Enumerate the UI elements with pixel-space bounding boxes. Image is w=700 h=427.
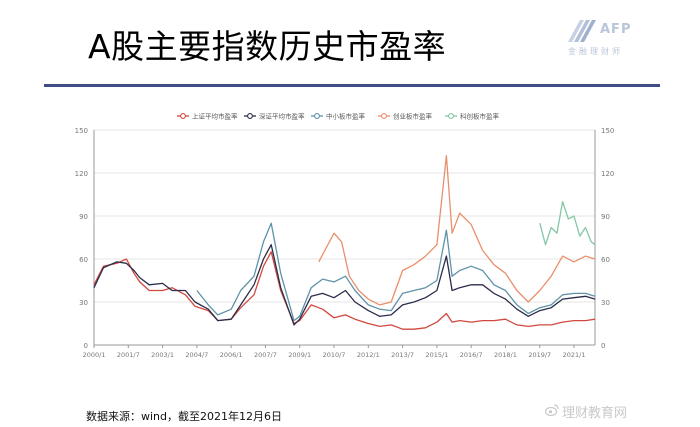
x-tick-label: 2012/1 (357, 351, 380, 359)
y-tick-label-right: 30 (601, 299, 610, 307)
y-tick-label-left: 120 (75, 170, 88, 178)
y-tick-label-right: 60 (601, 256, 610, 264)
logo-mark-icon (568, 20, 596, 42)
source-note: 数据来源：wind，截至2021年12月6日 (86, 410, 282, 423)
series-line (196, 222, 596, 322)
x-tick-label: 2004/7 (185, 351, 208, 359)
x-tick-label: 2019/7 (528, 351, 551, 359)
x-tick-label: 2013/7 (391, 351, 414, 359)
logo-subtext: 金融理财师 (568, 47, 623, 56)
legend-marker (448, 113, 454, 119)
logo-text: AFP (600, 22, 632, 37)
watermark: 理财教育网 (562, 406, 628, 421)
x-tick-label: 2016/7 (460, 351, 483, 359)
legend-marker (180, 113, 186, 119)
y-tick-label-right: 150 (601, 127, 614, 135)
x-tick-label: 2003/1 (151, 351, 174, 359)
y-tick-label-left: 150 (75, 127, 88, 135)
legend-label: 创业板市盈率 (393, 112, 433, 121)
y-tick-label-right: 120 (601, 170, 614, 178)
weibo-icon (545, 404, 559, 417)
series-line (539, 201, 596, 246)
legend-marker (247, 113, 253, 119)
x-tick-label: 2010/7 (323, 351, 346, 359)
x-tick-label: 2021/1 (563, 351, 586, 359)
y-tick-label-left: 30 (79, 299, 88, 307)
series-line (318, 155, 596, 306)
legend-marker (314, 113, 320, 119)
x-tick-label: 2006/1 (220, 351, 243, 359)
y-tick-label-right: 0 (601, 342, 605, 350)
series-line (93, 251, 596, 330)
y-tick-label-left: 0 (84, 342, 88, 350)
title-divider (44, 84, 660, 87)
x-tick-label: 2015/1 (425, 351, 448, 359)
pe-ratio-chart: 0 0 30 30 60 60 90 90 120 120 150 150 2000/1 2001/7 20… (44, 100, 660, 365)
legend-label: 科创板市盈率 (460, 112, 500, 121)
x-tick-label: 2009/1 (288, 351, 311, 359)
x-tick-label: 2000/1 (83, 351, 106, 359)
y-tick-label-right: 90 (601, 213, 610, 221)
y-tick-label-left: 60 (79, 256, 88, 264)
legend-label: 上证平均市盈率 (192, 112, 238, 121)
x-tick-label: 2001/7 (117, 351, 140, 359)
x-tick-label: 2007/7 (254, 351, 277, 359)
series-line (93, 244, 596, 326)
x-tick-label: 2018/1 (494, 351, 517, 359)
legend-marker (381, 113, 387, 119)
page-title: A股主要指数历史市盈率 (88, 27, 447, 66)
afp-logo: AFP 金融理财师 (566, 18, 658, 58)
chart-svg: 0 0 30 30 60 60 90 90 120 120 150 150 2000/1 2001/7 20… (75, 112, 615, 360)
y-tick-label-left: 90 (79, 213, 88, 221)
legend-label: 中小板市盈率 (326, 112, 366, 121)
legend-label: 深证平均市盈率 (259, 112, 305, 121)
